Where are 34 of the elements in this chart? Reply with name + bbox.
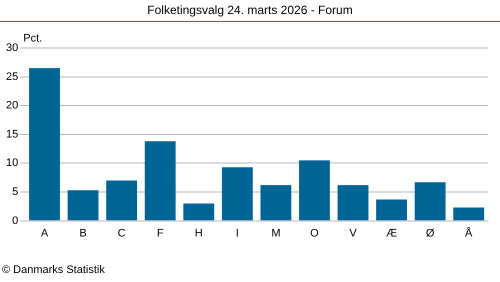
y-tick-label: 15 — [6, 128, 18, 140]
x-tick-label: Å — [465, 226, 474, 240]
x-tick-label: M — [271, 227, 280, 240]
text: © Danmarks Statistik — [2, 264, 105, 276]
x-tick-label: F — [156, 227, 164, 240]
bar — [338, 185, 368, 220]
chart-title: Folketingsvalg 24. marts 2026 - Forum — [0, 0, 500, 22]
y-tick-label: 30 — [6, 42, 18, 54]
bar — [106, 180, 138, 220]
x-tick-label: V — [349, 227, 358, 240]
x-tick-label: A — [40, 227, 49, 240]
bar — [144, 141, 176, 220]
y-tick-label: 0 — [12, 214, 18, 227]
x-tick-label: Ø — [426, 227, 435, 240]
y-tick-label: 5 — [12, 186, 18, 198]
bar — [222, 167, 253, 220]
y-tick-label: 10 — [6, 157, 18, 170]
x-tick-label: H — [194, 227, 203, 240]
bar — [453, 208, 484, 220]
y-axis-title: Pct. — [23, 32, 42, 45]
bar — [299, 160, 330, 220]
x-tick-label: O — [310, 227, 320, 240]
bar — [68, 190, 99, 220]
x-tick-label: B — [79, 227, 87, 240]
y-tick-label: 25 — [6, 70, 18, 83]
bar — [183, 204, 214, 220]
x-tick-label: I — [236, 227, 239, 240]
bar — [376, 199, 408, 220]
bar — [29, 68, 60, 220]
x-tick-label: Æ — [386, 227, 398, 240]
bar — [414, 182, 446, 220]
y-tick-label: 20 — [6, 100, 18, 112]
x-tick-label: C — [118, 227, 126, 240]
bar — [260, 185, 292, 220]
